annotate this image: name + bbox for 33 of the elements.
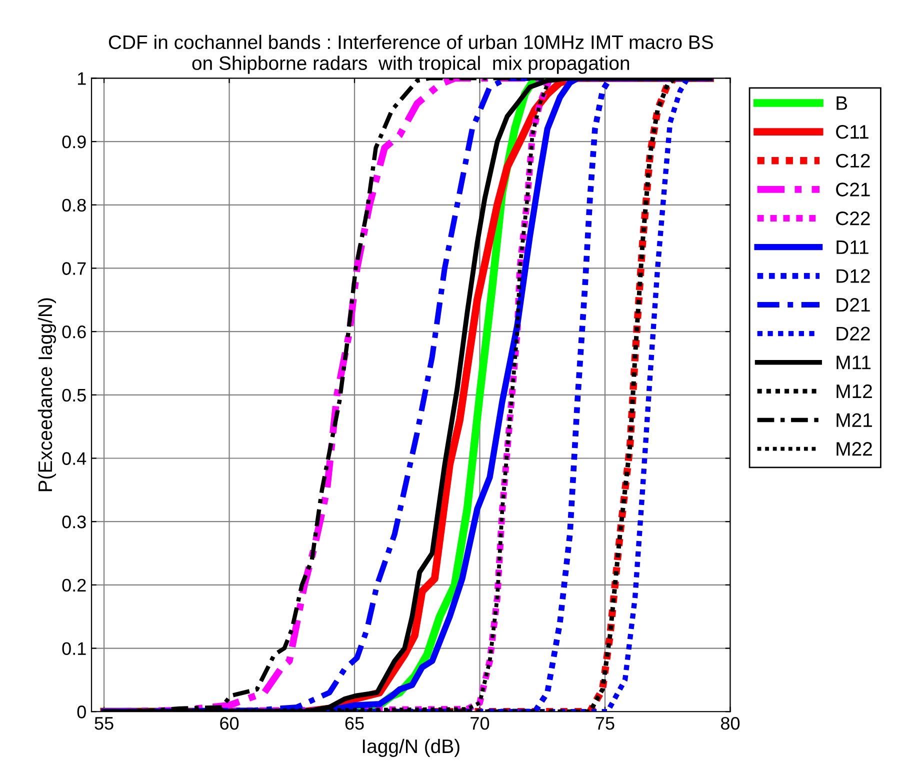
y-tick-label: 0.6 bbox=[62, 326, 86, 338]
legend-label: B bbox=[836, 96, 848, 110]
legend-label: D22 bbox=[836, 326, 870, 340]
y-tick-label: 0.8 bbox=[62, 198, 86, 212]
legend-label: D12 bbox=[836, 269, 870, 283]
legend-label: D11 bbox=[836, 240, 868, 254]
x-tick-label: 55 bbox=[94, 717, 114, 730]
y-tick-label: 0.9 bbox=[62, 135, 86, 148]
legend-label: D21 bbox=[836, 298, 870, 312]
legend-label: M22 bbox=[836, 442, 872, 456]
x-tick-label: 80 bbox=[720, 716, 740, 730]
y-tick-label: 0.7 bbox=[62, 262, 86, 275]
legend-label: C22 bbox=[836, 211, 870, 226]
legend-label: C11 bbox=[836, 125, 868, 139]
chart-title: CDF in cochannel bands : Interference of urban 10MHz IMT macro BS on Shipborne radars with tropical mix propagation bbox=[108, 34, 713, 74]
legend-label: M12 bbox=[836, 384, 872, 398]
y-tick-label: 0.5 bbox=[62, 388, 86, 402]
y-tick-label: 0.1 bbox=[62, 642, 86, 655]
x-tick-label: 65 bbox=[345, 716, 364, 730]
y-tick-label: 1 bbox=[78, 72, 86, 85]
x-tick-label: 60 bbox=[220, 716, 239, 730]
legend-label: M11 bbox=[836, 356, 871, 370]
y-tick-label: 0 bbox=[77, 706, 86, 718]
x-tick-label: 70 bbox=[470, 716, 490, 730]
x-axis-title: Iagg/N (dB) bbox=[362, 738, 460, 757]
y-tick-label: 0.2 bbox=[62, 578, 86, 592]
y-tick-label: 0.4 bbox=[62, 452, 86, 465]
legend-label: C12 bbox=[836, 154, 870, 168]
y-tick-label: 0.3 bbox=[62, 516, 86, 528]
legend-label: M21 bbox=[836, 413, 872, 427]
y-axis-title: P(Exceedance Iagg/N) bbox=[38, 298, 56, 492]
legend-label: C21 bbox=[836, 182, 870, 196]
x-tick-label: 75 bbox=[596, 717, 614, 730]
